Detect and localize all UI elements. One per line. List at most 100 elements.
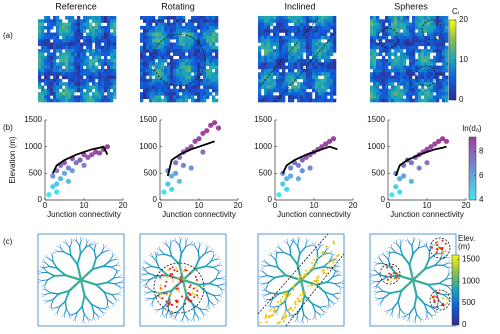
map-cell <box>179 69 182 73</box>
map-cell <box>267 59 270 63</box>
map-cell <box>47 85 50 89</box>
map-cell <box>427 23 430 27</box>
map-cell <box>418 49 421 53</box>
map-cell <box>200 33 203 37</box>
map-cell <box>98 69 101 73</box>
highlight-dot <box>442 240 444 242</box>
map-cell <box>300 89 303 93</box>
map-cell <box>101 66 104 70</box>
highlight-dot <box>266 321 268 323</box>
map-cell <box>206 42 209 46</box>
map-cell <box>155 85 158 89</box>
map-cell <box>182 95 185 99</box>
map-cell <box>436 33 439 37</box>
map-cell <box>273 49 276 53</box>
map-cell <box>110 42 113 46</box>
river-segment <box>186 241 187 246</box>
highlight-dot <box>436 306 438 308</box>
map-cell <box>182 49 185 53</box>
scatter-point <box>389 192 394 197</box>
map-cell <box>315 33 318 37</box>
map-cell <box>173 59 176 63</box>
map-cell <box>68 79 71 83</box>
map-cell <box>279 26 282 30</box>
map-cell <box>273 16 276 20</box>
map-cell <box>191 46 194 50</box>
map-cell <box>388 76 391 80</box>
map-cell <box>158 69 161 73</box>
map-cell <box>412 19 415 23</box>
map-cell <box>385 76 388 80</box>
map-cell <box>270 76 273 80</box>
map-cell <box>418 72 421 76</box>
map-cell <box>206 72 209 76</box>
map-cell <box>394 76 397 80</box>
highlight-dot <box>322 272 324 274</box>
map-cell <box>215 79 218 83</box>
map-cell <box>209 92 212 96</box>
scatter-point <box>165 181 170 186</box>
map-cell <box>400 42 403 46</box>
map-cell <box>80 62 83 66</box>
highlight-dot <box>269 310 271 312</box>
map-cell <box>370 76 373 80</box>
map-cell <box>83 95 86 99</box>
map-cell <box>197 19 200 23</box>
map-cell <box>376 89 379 93</box>
map-cell <box>433 23 436 27</box>
map-cell <box>379 19 382 23</box>
map-cell <box>65 89 68 93</box>
map-cell <box>59 69 62 73</box>
map-cell <box>433 89 436 93</box>
colorbar-tick-label: 1500 <box>462 254 480 263</box>
map-cell <box>430 42 433 46</box>
map-cell <box>418 95 421 99</box>
map-cell <box>212 46 215 50</box>
map-cell <box>403 29 406 33</box>
map-cell <box>288 79 291 83</box>
map-cell <box>297 95 300 99</box>
map-cell <box>140 52 143 56</box>
map-cell <box>38 79 41 83</box>
map-cell <box>200 36 203 40</box>
map-cell <box>164 39 167 43</box>
map-cell <box>38 82 41 86</box>
map-cell <box>291 79 294 83</box>
map-cell <box>321 42 324 46</box>
map-cell <box>71 79 74 83</box>
map-cell <box>324 29 327 33</box>
map-cell <box>80 99 83 103</box>
map-cell <box>303 49 306 53</box>
map-cell <box>80 33 83 37</box>
map-cell <box>104 33 107 37</box>
highlight-dot <box>189 272 191 274</box>
map-cell <box>47 89 50 93</box>
map-cell <box>71 56 74 60</box>
map-cell <box>143 26 146 30</box>
map-cell <box>258 72 261 76</box>
map-cell <box>282 79 285 83</box>
map-cell <box>370 26 373 30</box>
map-cell <box>59 29 62 33</box>
highlight-dot <box>311 262 313 264</box>
map-cell <box>303 89 306 93</box>
map-cell <box>306 42 309 46</box>
map-cell <box>379 39 382 43</box>
map-cell <box>394 26 397 30</box>
map-cell <box>65 49 68 53</box>
map-cell <box>41 46 44 50</box>
map-cell <box>300 62 303 66</box>
map-cell <box>258 79 261 83</box>
map-cell <box>209 66 212 70</box>
map-cell <box>300 72 303 76</box>
map-cell <box>50 59 53 63</box>
map-cell <box>303 85 306 89</box>
map-cell <box>53 85 56 89</box>
map-cell <box>113 36 116 40</box>
map-cell <box>68 46 71 50</box>
map-cell <box>161 33 164 37</box>
map-cell <box>86 66 89 70</box>
scatter-point <box>444 139 449 144</box>
map-cell <box>439 16 442 20</box>
map-cell <box>197 72 200 76</box>
